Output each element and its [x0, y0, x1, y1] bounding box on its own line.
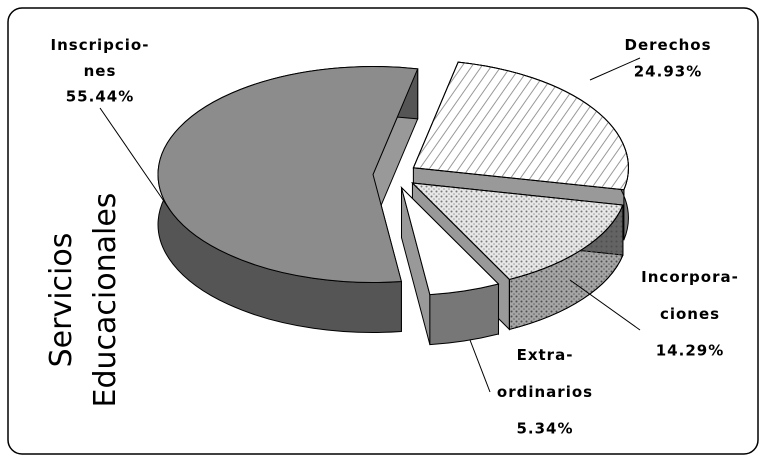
- leader-line: [569, 279, 641, 331]
- value-label: 55.44%: [66, 88, 134, 106]
- leader-line: [99, 107, 171, 211]
- value-label: 5.34%: [516, 420, 573, 438]
- slice-label: Incorpora-ciones: [641, 268, 739, 323]
- slice-label: Derechos: [625, 36, 712, 54]
- slice-label: Inscripcio-nes: [51, 36, 150, 80]
- value-label: 14.29%: [656, 342, 724, 360]
- leader-line: [469, 339, 491, 393]
- labels: Derechos 24.93% Incorpora-ciones 14.29% Extr…: [44, 36, 739, 438]
- leader-line: [589, 57, 641, 81]
- slice: [157, 66, 419, 283]
- value-label: 24.93%: [634, 63, 702, 81]
- slice-pattern: [411, 182, 624, 280]
- slice-pattern: [412, 61, 629, 191]
- pie: [157, 61, 629, 346]
- slice: [400, 185, 500, 296]
- chart-title: Servicios Educacionales: [44, 193, 123, 408]
- slice-label: Extra-ordinarios: [497, 346, 593, 401]
